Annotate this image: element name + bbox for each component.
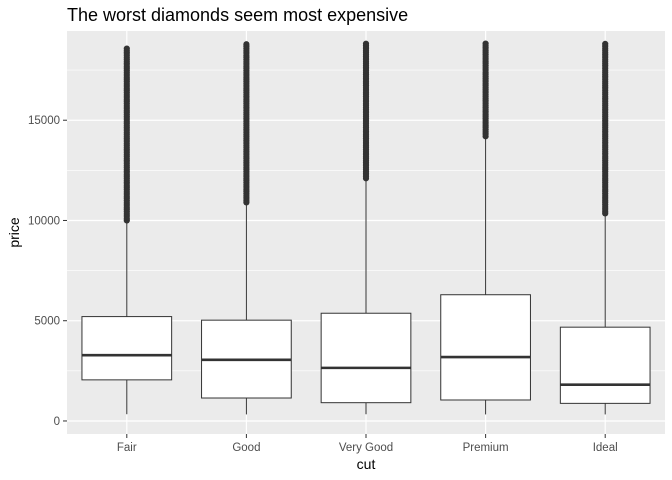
chart-title: The worst diamonds seem most expensive xyxy=(67,5,408,25)
box-layer xyxy=(81,137,651,415)
y-axis-title: price xyxy=(6,217,22,248)
outliers-ideal xyxy=(602,40,609,217)
outlier-point xyxy=(482,40,489,47)
y-tick-label: 15000 xyxy=(28,115,60,127)
box-body xyxy=(440,294,531,401)
box-premium xyxy=(440,137,531,415)
box-body xyxy=(559,326,651,404)
outlier-point xyxy=(362,40,370,47)
x-tick-label: Premium xyxy=(463,442,509,454)
outlier-point xyxy=(602,40,609,48)
outliers-good xyxy=(243,41,250,206)
outliers-premium xyxy=(482,40,489,140)
box-body xyxy=(320,312,412,404)
outliers-fair xyxy=(123,45,130,224)
y-tick-label: 0 xyxy=(54,416,60,428)
x-tick-label: Ideal xyxy=(593,442,618,454)
box-ideal xyxy=(559,214,651,415)
x-tick-label: Good xyxy=(232,442,260,454)
y-tick-label: 10000 xyxy=(28,215,60,227)
y-tick-label: 5000 xyxy=(34,316,60,328)
outlier-point xyxy=(243,41,250,48)
box-good xyxy=(201,203,292,415)
outliers-very-good xyxy=(362,40,370,182)
box-very-good xyxy=(320,179,412,415)
x-axis-title: cut xyxy=(357,456,376,472)
outlier-point xyxy=(123,45,130,52)
box-fair xyxy=(81,221,173,415)
x-tick-label: Very Good xyxy=(339,442,393,454)
axis-layer: 0 5000 10000 15000 Fair Good Very Good Premium I… xyxy=(28,115,618,454)
x-tick-label: Fair xyxy=(117,442,137,454)
outlier-layer xyxy=(123,40,609,224)
box-body xyxy=(81,316,173,381)
